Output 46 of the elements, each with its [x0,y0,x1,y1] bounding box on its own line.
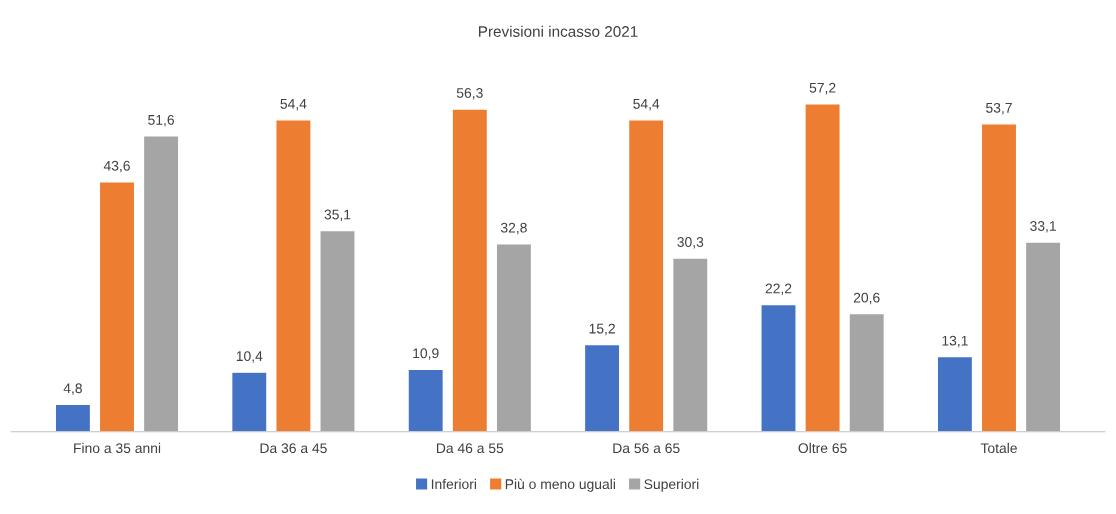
legend-label: Più o meno uguali [505,478,615,492]
data-label: 33,1 [1030,221,1056,233]
chart-title: Previsioni incasso 2021 [479,25,638,37]
data-label: 15,2 [589,323,615,336]
x-tick-label: Oltre 65 [798,442,847,454]
bar [936,355,974,432]
bar [671,257,709,432]
bar [98,181,136,432]
data-label: 13,1 [942,335,968,348]
bar [1024,241,1062,432]
data-label: 54,4 [633,99,660,111]
x-tick-label: Da 36 a 45 [260,443,327,454]
bar [980,123,1018,432]
x-tick-label: Da 56 a 65 [613,443,680,454]
data-label: 51,6 [148,114,175,127]
data-label: 20,6 [853,292,880,305]
data-label: 43,6 [103,160,130,173]
data-label: 57,2 [809,82,836,95]
bar [275,119,312,432]
data-label: 10,9 [413,348,439,360]
bar [142,135,180,432]
x-tick-label: Da 46 a 55 [436,443,504,454]
bar [319,229,356,432]
bar [230,371,268,432]
legend-label: Inferiori [431,478,477,490]
x-tick-label: Fino a 35 anni [74,442,161,454]
data-label: 30,3 [677,237,704,249]
bar [760,303,797,432]
legend-label: Superiori [644,478,699,492]
data-label: 53,7 [986,102,1012,115]
bar [848,312,886,432]
bar [451,108,489,432]
data-label: 4,8 [63,383,82,395]
bar [495,242,533,432]
bar [583,343,621,432]
data-label: 32,8 [500,222,527,235]
data-label: 54,4 [280,99,307,111]
data-label: 22,2 [765,283,792,296]
data-label: 56,3 [456,88,483,100]
x-tick-label: Totale [980,442,1017,454]
data-label: 35,1 [324,209,351,222]
data-label: 10,4 [236,351,263,363]
bar [804,103,841,432]
bar [407,368,445,432]
bar [627,119,665,432]
bar [54,403,92,432]
